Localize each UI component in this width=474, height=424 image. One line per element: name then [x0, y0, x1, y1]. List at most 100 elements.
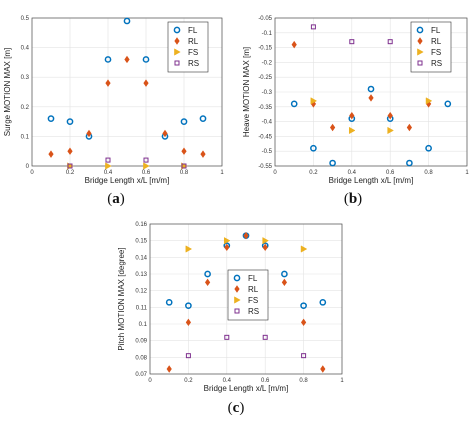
- legend-label-fs: FS: [188, 48, 198, 57]
- point-rs: [224, 334, 230, 340]
- point-rl: [243, 231, 249, 240]
- point-rl: [86, 129, 92, 138]
- y-tick-label: -0.2: [262, 60, 273, 66]
- legend-label-rl: RL: [188, 37, 199, 46]
- point-rs: [143, 157, 149, 163]
- y-tick-label: 0: [26, 164, 30, 170]
- point-rl: [143, 79, 149, 87]
- legend-marker-fl: [173, 26, 181, 34]
- point-rl: [200, 150, 206, 158]
- point-rs: [349, 39, 355, 45]
- x-axis-label: Bridge Length x/L [m/m]: [329, 176, 414, 185]
- y-tick-label: -0.5: [262, 149, 273, 155]
- legend-marker-fl: [233, 274, 241, 282]
- x-tick-label: 0: [30, 170, 34, 176]
- legend-label-fl: FL: [431, 26, 441, 35]
- point-fl: [66, 118, 74, 125]
- x-tick-label: 0.2: [184, 378, 193, 384]
- point-fs: [348, 126, 356, 135]
- y-axis-label: Heave MOTION MAX [m]: [242, 47, 251, 137]
- legend-marker-rs: [234, 308, 240, 314]
- series-rl: [48, 55, 206, 158]
- point-fl: [281, 270, 288, 278]
- point-rl: [320, 365, 326, 373]
- point-fl: [319, 298, 327, 306]
- x-tick-label: 0: [148, 378, 152, 384]
- point-rs: [67, 163, 73, 169]
- legend-marker-fs: [174, 48, 181, 56]
- chart-surge: 0 0.2 0.4 0.6 0.8 1 0 0.1 0.2 0.3 0.4 0.5 Bridge Len…: [3, 16, 224, 185]
- legend-label-fs: FS: [248, 296, 258, 305]
- chart-panel-b: 0 0.2 0.4 0.6 0.8 1 -0.55 -0.5 -0.45 -0.4 -0.35 -0.…: [237, 0, 474, 200]
- point-rl: [166, 365, 172, 373]
- point-rl: [291, 40, 297, 49]
- y-tick-label: 0.09: [135, 339, 147, 345]
- y-tick-label: -0.25: [258, 75, 272, 81]
- legend-label-rl: RL: [248, 285, 259, 294]
- point-rl: [387, 111, 393, 120]
- series-fl: [47, 17, 207, 140]
- point-rs: [310, 24, 316, 30]
- y-tick-label: -0.3: [262, 90, 273, 96]
- y-tick-label: 0.16: [135, 222, 147, 228]
- y-tick-label: 0.08: [135, 355, 147, 361]
- point-fs: [387, 126, 394, 135]
- chart-panel-a: 0 0.2 0.4 0.6 0.8 1 0 0.1 0.2 0.3 0.4 0.5 Bridge Len…: [0, 0, 232, 200]
- x-tick-label: 0.2: [309, 170, 318, 176]
- point-fs: [310, 97, 318, 105]
- point-fl: [406, 159, 413, 167]
- legend: FL RL FS RS: [410, 21, 452, 73]
- y-tick-label: 0.11: [136, 305, 148, 311]
- x-tick-label: 1: [465, 170, 469, 176]
- x-tick-label: 0.8: [424, 170, 433, 176]
- x-tick-label: 0.4: [348, 170, 357, 176]
- point-fl: [444, 100, 452, 108]
- legend: FL RL FS RS: [167, 21, 209, 73]
- point-fl: [142, 56, 150, 63]
- series-rl: [166, 231, 326, 373]
- point-rl: [329, 123, 336, 132]
- point-fl: [425, 144, 432, 152]
- y-tick-label: 0.1: [21, 134, 30, 140]
- y-tick-label: 0.15: [135, 239, 147, 245]
- x-tick-label: 0.4: [104, 170, 113, 176]
- point-rl: [204, 278, 211, 287]
- point-fl: [199, 115, 207, 122]
- legend-label-rl: RL: [431, 37, 442, 46]
- legend-label-rs: RS: [248, 307, 259, 316]
- series-rs: [185, 334, 307, 359]
- point-rl: [185, 318, 192, 327]
- legend-marker-rl: [174, 37, 180, 45]
- point-fl: [47, 115, 55, 122]
- point-rl: [67, 147, 73, 155]
- point-fl: [310, 144, 317, 152]
- x-tick-label: 1: [220, 170, 224, 176]
- point-fl: [123, 17, 131, 25]
- x-tick-label: 0.8: [299, 378, 308, 384]
- chart-heave: 0 0.2 0.4 0.6 0.8 1 -0.55 -0.5 -0.45 -0.4 -0.35 -0.…: [242, 16, 469, 185]
- y-tick-label: 0.5: [21, 16, 30, 22]
- point-rl: [406, 123, 413, 132]
- x-tick-label: 0.4: [223, 378, 232, 384]
- point-fl: [185, 302, 192, 310]
- point-rl: [48, 150, 54, 158]
- x-tick-label: 0.6: [142, 170, 151, 176]
- point-fl: [104, 56, 112, 63]
- point-fl: [300, 302, 307, 310]
- legend-label-rs: RS: [188, 59, 199, 68]
- legend: FL RL FS RS: [227, 269, 269, 321]
- point-rl: [349, 111, 355, 120]
- x-axis-label: Bridge Length x/L [m/m]: [85, 176, 170, 185]
- point-fl: [367, 85, 375, 93]
- point-rl: [262, 243, 268, 252]
- x-tick-label: 0.6: [261, 378, 270, 384]
- point-rl: [300, 318, 307, 327]
- point-fl: [180, 118, 188, 125]
- point-rs: [387, 39, 393, 45]
- y-tick-label: 0.4: [21, 46, 30, 52]
- series-fs: [310, 97, 433, 135]
- caption-b: (b): [343, 191, 363, 207]
- x-tick-label: 0: [273, 170, 277, 176]
- series-rs: [67, 157, 187, 169]
- point-fs: [300, 245, 308, 253]
